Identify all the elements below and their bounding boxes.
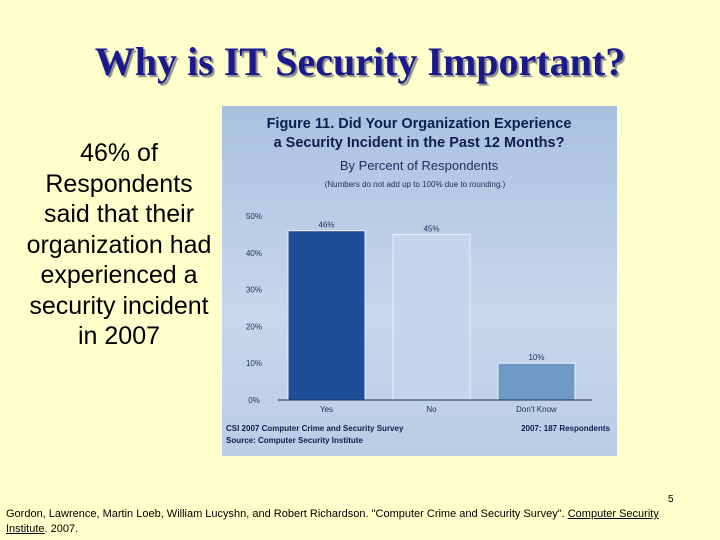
chart-respondents: 2007: 187 Respondents	[521, 424, 610, 433]
chart-source-line2: Source: Computer Security Institute	[226, 436, 363, 445]
citation-text: Gordon, Lawrence, Martin Loeb, William L…	[6, 508, 568, 520]
y-tick-label: 10%	[246, 359, 262, 368]
figure-11-chart: Figure 11. Did Your Organization Experie…	[222, 106, 617, 456]
y-tick-label: 30%	[246, 286, 262, 295]
chart-title-line1: Figure 11. Did Your Organization Experie…	[267, 116, 572, 132]
y-tick-label: 20%	[246, 322, 262, 331]
bar-don-t-know	[497, 362, 576, 401]
y-tick-label: 50%	[246, 212, 262, 221]
x-category-label: Yes	[320, 405, 333, 414]
bar-no	[392, 233, 471, 401]
y-tick-label: 40%	[246, 249, 262, 258]
bar-yes	[287, 230, 366, 401]
citation-tail: . 2007.	[44, 523, 79, 535]
citation-link[interactable]: Computer Security Institute	[6, 508, 659, 535]
page-number: 5	[668, 494, 674, 505]
x-category-label: Don't Know	[516, 405, 557, 414]
x-category-label: No	[426, 405, 437, 414]
citation: Gordon, Lawrence, Martin Loeb, William L…	[6, 507, 686, 537]
chart-title-line2: a Security Incident in the Past 12 Month…	[274, 135, 565, 151]
body-text: 46% of Respondents said that their organ…	[26, 139, 212, 350]
slide-title: Why is IT Security Important?	[94, 39, 626, 84]
bar-value-label: 45%	[423, 224, 439, 233]
y-tick-label: 0%	[248, 396, 260, 405]
chart-source-line1: CSI 2007 Computer Crime and Security Sur…	[226, 424, 404, 433]
bar-value-label: 10%	[528, 353, 544, 362]
bar-chart: Figure 11. Did Your Organization Experie…	[226, 116, 611, 445]
bar-value-label: 46%	[318, 221, 334, 230]
chart-subtitle: By Percent of Respondents	[340, 158, 499, 173]
chart-note: (Numbers do not add up to 100% due to ro…	[325, 180, 506, 189]
